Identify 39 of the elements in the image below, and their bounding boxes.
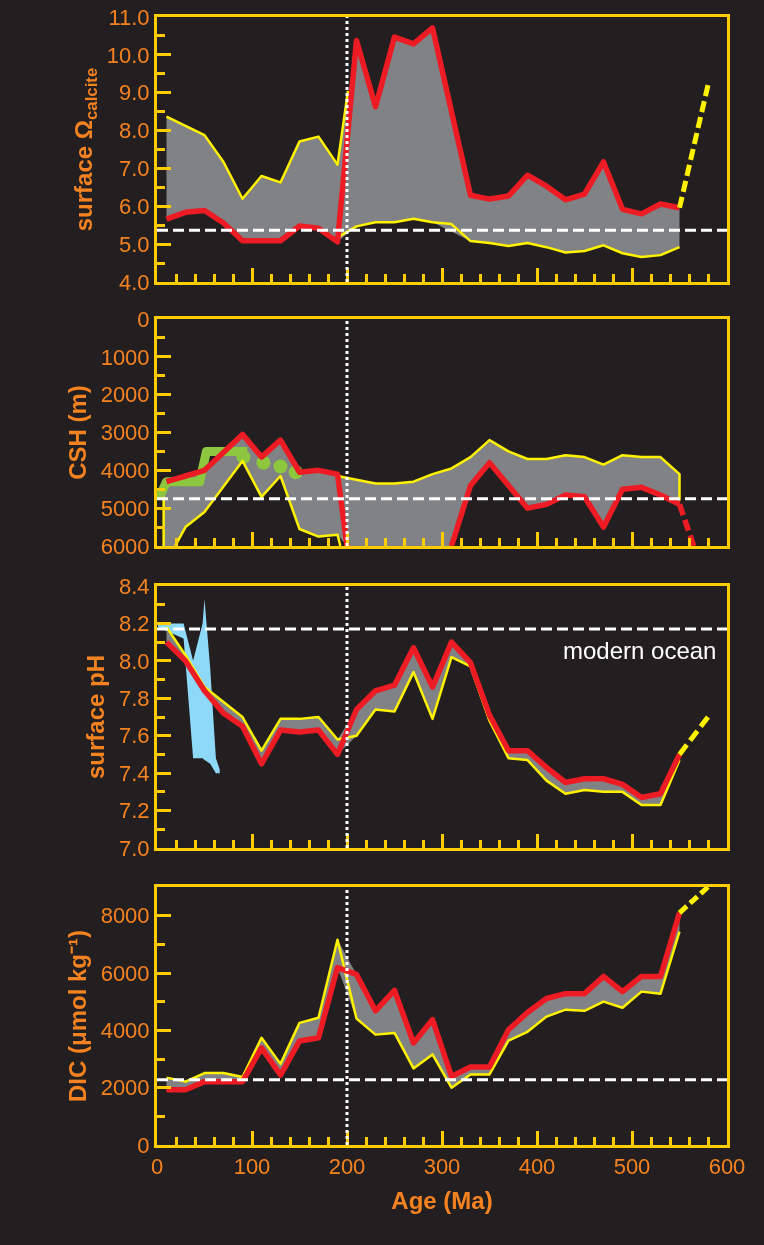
x-tick-label: 200 — [328, 1154, 366, 1180]
y-tick-label: 10.0 — [106, 42, 150, 68]
y-tick-label: 8.2 — [119, 611, 150, 637]
y-tick-label: 0 — [137, 306, 150, 332]
y-tick-label: 4000 — [100, 1018, 150, 1044]
y-tick-label: 2000 — [100, 382, 150, 408]
y-tick-label: 8.0 — [119, 648, 150, 674]
y-tick-label: 8.4 — [119, 573, 150, 599]
y-tick-label: 5000 — [100, 495, 150, 521]
x-axis-title: Age (Ma) — [391, 1186, 493, 1214]
y-tick-label: 4000 — [100, 458, 150, 484]
y-tick-label: 6000 — [100, 533, 150, 559]
y-axis-title: DIC (μmol kg⁻¹) — [63, 929, 91, 1103]
y-axis-title: CSH (m) — [63, 385, 91, 480]
y-tick-label: 0 — [137, 1132, 150, 1158]
ref-line-label: modern ocean — [563, 637, 717, 664]
y-axis-title: surface pH — [82, 654, 110, 780]
y-tick-label: 3000 — [100, 420, 150, 446]
y-tick-label: 1000 — [100, 344, 150, 370]
x-tick-label: 100 — [233, 1154, 271, 1180]
y-tick-label: 11.0 — [108, 4, 150, 30]
y-tick-label: 4.0 — [119, 269, 150, 295]
y-tick-label: 7.2 — [119, 798, 150, 824]
y-tick-label: 7.4 — [119, 760, 150, 786]
y-tick-label: 7.6 — [119, 723, 150, 749]
y-tick-label: 7.8 — [119, 685, 150, 711]
y-tick-label: 6.0 — [119, 193, 150, 219]
y-tick-label: 8000 — [100, 903, 150, 929]
y-tick-label: 9.0 — [119, 80, 150, 106]
x-tick-label: 500 — [613, 1154, 651, 1180]
x-tick-label: 600 — [708, 1154, 746, 1180]
y-tick-label: 6000 — [100, 960, 150, 986]
y-tick-label: 7.0 — [119, 156, 150, 182]
y-tick-label: 2000 — [100, 1075, 150, 1101]
x-tick-label: 300 — [423, 1154, 461, 1180]
y-tick-label: 7.0 — [119, 835, 150, 861]
y-tick-label: 5.0 — [119, 231, 150, 257]
y-tick-label: 8.0 — [119, 118, 150, 144]
x-tick-label: 400 — [518, 1154, 556, 1180]
